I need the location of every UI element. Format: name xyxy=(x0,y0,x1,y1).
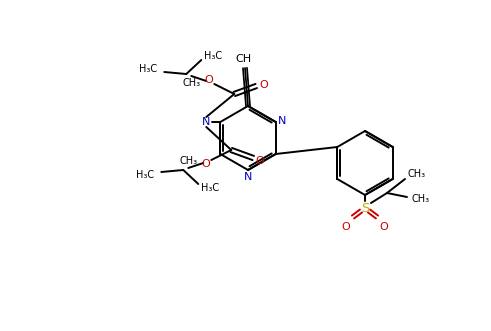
Text: CH₃: CH₃ xyxy=(408,169,426,179)
Text: N: N xyxy=(277,116,286,126)
Text: N: N xyxy=(244,172,252,182)
Text: O: O xyxy=(255,156,264,166)
Text: H₃C: H₃C xyxy=(204,51,222,61)
Text: H₃C: H₃C xyxy=(136,170,154,180)
Text: CH: CH xyxy=(235,54,251,64)
Text: CH₃: CH₃ xyxy=(412,194,430,204)
Text: S: S xyxy=(361,202,369,214)
Text: O: O xyxy=(259,80,268,90)
Text: O: O xyxy=(204,75,213,85)
Text: CH₃: CH₃ xyxy=(182,78,200,88)
Text: H₃C: H₃C xyxy=(139,64,157,74)
Text: H₃C: H₃C xyxy=(201,183,219,193)
Text: O: O xyxy=(380,222,388,232)
Text: N: N xyxy=(202,117,211,127)
Text: CH₃: CH₃ xyxy=(179,156,197,166)
Text: O: O xyxy=(201,159,210,169)
Text: O: O xyxy=(342,222,351,232)
